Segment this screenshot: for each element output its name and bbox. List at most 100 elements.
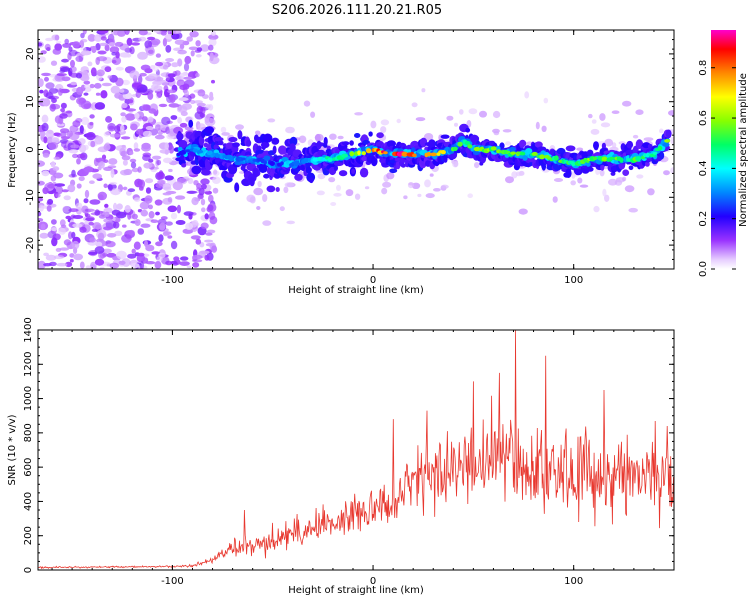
noise-blob [130,262,140,269]
ridge-halo [645,161,650,167]
noise-blob [84,220,90,225]
noise-blob [155,61,164,67]
noise-blob [121,144,126,148]
noise-blob [154,199,163,206]
ridge-halo [626,140,634,149]
noise-blob [43,252,49,257]
background-blob [421,88,426,93]
noise-blob [145,244,155,252]
background-blob [611,110,620,114]
background-blob [333,192,342,197]
noise-blob [38,197,44,202]
noise-blob [85,132,96,141]
background-blob [668,110,674,116]
ridge-core [657,145,663,151]
noise-blob [145,178,154,184]
background-blob [354,112,363,116]
noise-blob [159,149,171,154]
noise-blob [208,211,216,220]
noise-blob [162,192,172,196]
noise-blob [84,189,90,199]
noise-blob [204,117,216,127]
background-blob [235,124,244,130]
ridge-halo [176,132,184,141]
background-blob [407,182,414,189]
noise-blob [180,256,189,261]
background-blob [257,180,262,188]
noise-blob [185,222,194,230]
noise-blob [72,223,83,228]
noise-blob [50,175,57,182]
noise-blob [95,157,106,163]
noise-blob [87,61,93,67]
background-blob [518,208,528,215]
background-blob [330,202,337,206]
noise-blob [83,198,89,204]
noise-blob [38,204,44,212]
noise-blob [131,213,138,220]
noise-blob [97,146,109,153]
noise-blob [178,97,189,102]
noise-blob [126,37,133,47]
noise-blob [121,102,128,109]
noise-blob [85,217,95,221]
noise-blob [50,161,56,168]
noise-blob [114,230,123,236]
noise-blob [109,42,115,47]
noise-blob [47,183,57,189]
noise-blob [170,212,178,220]
noise-blob [152,155,162,160]
noise-blob [110,85,121,94]
noise-blob [54,43,63,51]
ridge-halo [246,139,252,147]
noise-blob [70,66,77,73]
noise-blob [142,104,151,111]
ridge-halo [261,167,268,173]
noise-blob [53,255,65,260]
noise-blob [187,177,194,184]
noise-blob [47,198,54,205]
noise-blob [84,87,92,93]
noise-blob [97,191,108,201]
noise-blob [45,254,57,261]
background-blob [255,130,261,135]
noise-blob [161,116,171,126]
snr-panel: 0 200 400 600 800 1000 1200 1400 -100 0 100 Heigh… [7,317,675,596]
noise-blob [51,219,57,225]
noise-blob [209,52,214,62]
noise-blob [195,40,201,47]
noise-blob [76,97,86,105]
noise-blob [41,114,49,124]
noise-blob [125,108,137,112]
noise-blob [170,260,178,265]
noise-blob [105,116,113,123]
background-blob [381,187,388,195]
noise-blob [131,81,142,89]
x-tick-label: 100 [564,275,583,286]
ridge-core [539,154,545,160]
noise-blob [200,198,206,206]
ridge-core [349,151,355,157]
noise-blob [191,197,199,206]
ridge-halo [198,135,205,146]
noise-blob [186,190,198,194]
y-tick-label: 400 [23,492,34,511]
noise-blob [137,51,148,60]
noise-blob [84,84,91,89]
noise-blob [151,251,160,255]
noise-blob [49,103,56,112]
snr-marks [38,330,674,570]
ridge-halo [181,163,187,168]
noise-blob [208,194,214,203]
noise-blob [193,100,203,104]
ridge-core [215,152,219,158]
noise-blob [174,70,181,76]
noise-blob [60,136,71,140]
ridge-halo [519,139,527,147]
noise-blob [38,211,42,217]
noise-blob [89,237,96,243]
noise-blob [186,265,192,269]
y-tick-label: 0 [23,567,34,573]
noise-blob [68,131,80,141]
ridge-core [635,156,642,162]
